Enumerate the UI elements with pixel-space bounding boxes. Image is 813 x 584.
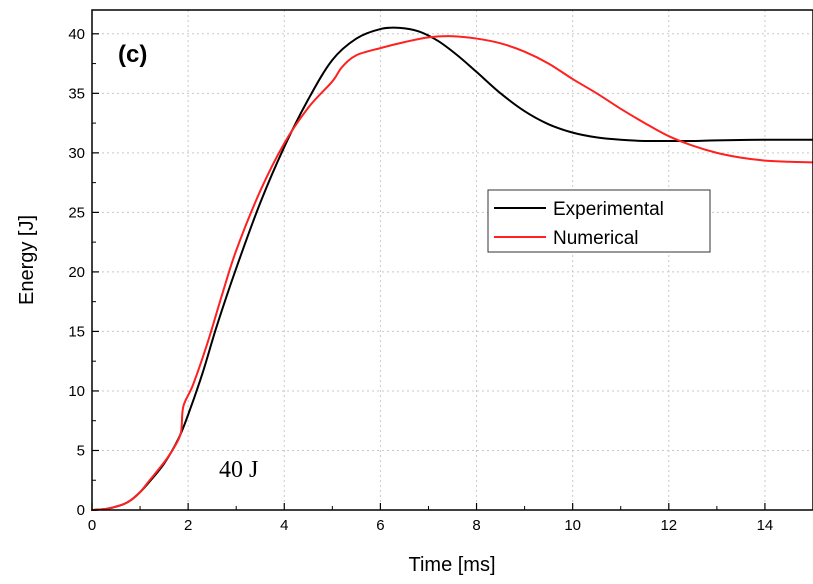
legend-label-experimental: Experimental (553, 199, 664, 220)
y-tick-label-5: 25 (68, 204, 85, 221)
panel-label: (c) (118, 41, 147, 68)
y-tick-label-4: 20 (68, 264, 85, 281)
y-tick-label-8: 40 (68, 26, 85, 43)
y-tick-labels: 0 5 10 15 20 25 30 35 40 (68, 26, 85, 519)
axis-ticks (91, 33, 766, 511)
y-tick-label-1: 5 (77, 442, 85, 459)
x-tick-label-6: 12 (660, 517, 677, 534)
plot-frame (91, 9, 813, 511)
y-tick-label-3: 15 (68, 323, 85, 340)
y-axis-title: Energy [J] (16, 215, 38, 305)
series-layer (91, 26, 813, 511)
x-tick-label-4: 8 (472, 517, 480, 534)
legend-box (487, 189, 711, 253)
x-tick-label-1: 2 (184, 517, 192, 534)
x-tick-labels: 0 2 4 6 8 10 12 14 (88, 517, 773, 534)
x-axis-title: Time [ms] (408, 554, 495, 576)
energy-annotation: 40 J (219, 457, 258, 483)
x-tick-label-2: 4 (280, 517, 288, 534)
plot-background (92, 10, 813, 510)
y-tick-label-6: 30 (68, 145, 85, 162)
x-tick-label-5: 10 (564, 517, 581, 534)
y-tick-label-7: 35 (68, 85, 85, 102)
legend-label-numerical: Numerical (553, 228, 639, 249)
y-tick-label-0: 0 (77, 502, 85, 519)
legend: Experimental Numerical (487, 189, 711, 253)
x-tick-label-7: 14 (757, 517, 774, 534)
grid-lines (92, 10, 813, 510)
x-tick-label-0: 0 (88, 517, 96, 534)
series-line-numerical (91, 35, 813, 511)
y-tick-label-2: 10 (68, 383, 85, 400)
x-tick-label-3: 6 (376, 517, 384, 534)
